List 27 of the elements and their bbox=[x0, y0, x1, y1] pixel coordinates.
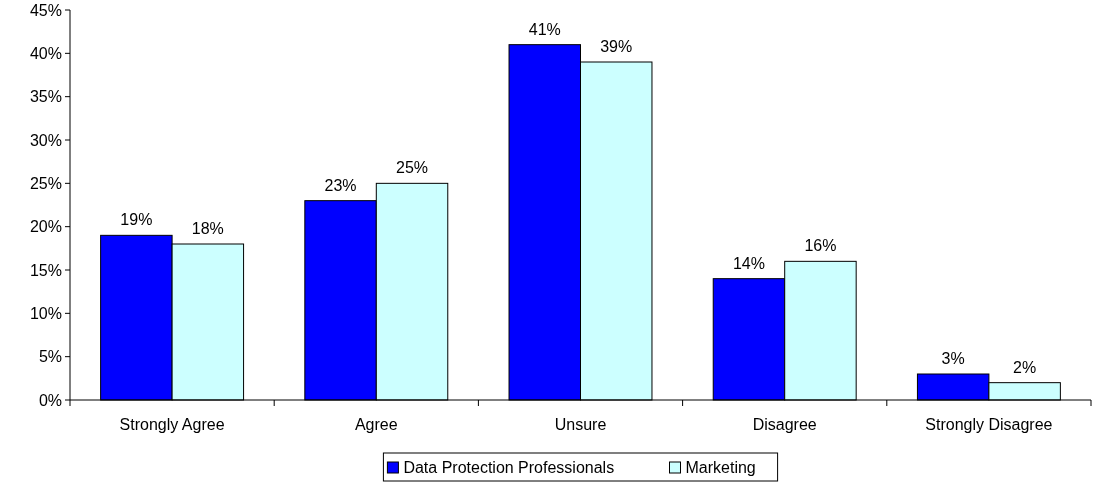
data-label: 16% bbox=[804, 237, 837, 255]
y-tick-label: 5% bbox=[38, 348, 62, 366]
data-label: 39% bbox=[600, 38, 633, 55]
data-label: 41% bbox=[528, 20, 561, 38]
data-label: 19% bbox=[120, 211, 153, 229]
data-label: 14% bbox=[732, 254, 765, 272]
data-label: 23% bbox=[324, 176, 357, 194]
legend-label: Marketing bbox=[685, 458, 756, 476]
y-tick-label: 40% bbox=[29, 44, 62, 62]
data-label: 18% bbox=[191, 220, 224, 237]
y-tick-label: 30% bbox=[29, 131, 62, 149]
legend-label: Data Protection Professionals bbox=[403, 458, 615, 476]
y-tick-label: 20% bbox=[29, 218, 62, 236]
y-tick-label: 35% bbox=[29, 88, 62, 106]
x-tick-label: Unsure bbox=[554, 416, 607, 433]
y-tick-label: 15% bbox=[29, 261, 62, 279]
y-tick-label: 0% bbox=[38, 391, 62, 409]
x-tick-label: Agree bbox=[354, 416, 398, 433]
y-tick-label: 25% bbox=[29, 174, 62, 192]
x-tick-label: Strongly Agree bbox=[119, 416, 225, 433]
x-tick-label: Strongly Disagree bbox=[925, 416, 1053, 433]
data-label: 3% bbox=[941, 350, 965, 367]
data-label: 2% bbox=[1013, 358, 1037, 376]
y-tick-label: 10% bbox=[29, 304, 62, 322]
x-tick-label: Disagree bbox=[752, 416, 817, 433]
data-label: 25% bbox=[396, 159, 429, 177]
y-tick-label: 45% bbox=[29, 1, 62, 19]
